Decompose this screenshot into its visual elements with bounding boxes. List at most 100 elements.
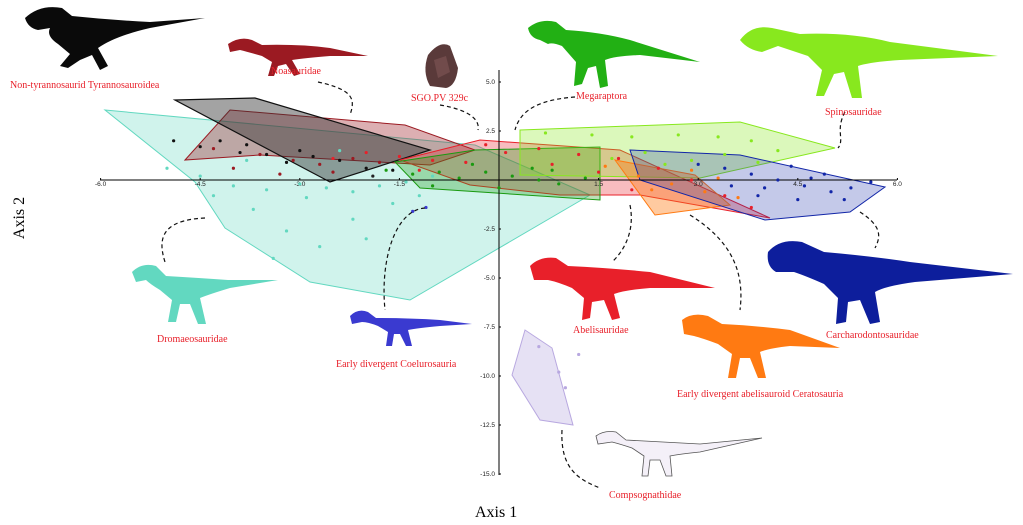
point-dromaeosauridae: [391, 201, 395, 206]
point-megaraptora: [510, 174, 514, 178]
label-abelisauroid: Early divergent abelisauroid Ceratosauri…: [677, 389, 844, 400]
label-megaraptora: Megaraptora: [576, 91, 628, 102]
point-noasauridae: [278, 172, 282, 176]
point-spinosauridae: [776, 149, 780, 153]
point-dromaeosauridae: [404, 180, 408, 184]
point-dromaeosauridae: [271, 256, 275, 260]
point-spinosauridae: [643, 150, 647, 155]
y-tick-label: 5.0: [486, 79, 495, 86]
point-early-divergent-abelisauroid-ceratosauria: [689, 168, 694, 172]
point-abelisauridae: [397, 154, 401, 159]
point-dromaeosauridae: [265, 188, 269, 192]
x-axis-title: Axis 1: [475, 504, 517, 521]
point-dromaeosauridae: [318, 245, 322, 249]
point-abelisauridae: [537, 147, 541, 151]
hull-megaraptora: [393, 146, 601, 201]
label-noasauridae: Noasauridae: [271, 66, 322, 77]
compsognathidae-silhouette: [595, 431, 763, 477]
point-abelisauridae: [431, 158, 435, 162]
point-carcharodontosauridae: [729, 184, 734, 188]
point-compsognathidae: [557, 370, 561, 374]
point-spinosauridae: [716, 135, 720, 139]
point-compsognathidae: [537, 345, 541, 349]
point-megaraptora: [431, 184, 435, 188]
point-megaraptora: [411, 172, 415, 176]
point-dromaeosauridae: [251, 207, 255, 211]
point-carcharodontosauridae: [802, 184, 807, 188]
point-non-tyrannosaurid-tyrannosauroidea: [311, 154, 315, 159]
point-early-divergent-abelisauroid-ceratosauria: [716, 176, 720, 180]
x-tick-label: 6.0: [893, 181, 902, 188]
point-layer: [165, 131, 873, 390]
point-dromaeosauridae: [351, 190, 355, 194]
point-dromaeosauridae: [245, 158, 249, 162]
point-megaraptora: [470, 162, 475, 166]
point-abelisauridae: [577, 152, 581, 157]
point-megaraptora: [557, 182, 561, 186]
point-dromaeosauridae: [211, 194, 216, 198]
point-noasauridae: [231, 166, 235, 170]
point-spinosauridae: [676, 133, 680, 137]
leader-carcharodontosauridae: [859, 211, 880, 249]
y-tick-label: -5.0: [484, 275, 496, 282]
sgo-specimen-image: [425, 44, 458, 88]
point-dromaeosauridae: [304, 196, 309, 200]
point-carcharodontosauridae: [829, 190, 833, 194]
megaraptora-silhouette: [528, 20, 700, 88]
point-abelisauridae: [484, 143, 488, 147]
point-noasauridae: [351, 156, 355, 161]
axes: [100, 70, 897, 475]
leader-noasauridae: [317, 81, 353, 116]
point-non-tyrannosaurid-tyrannosauroidea: [198, 145, 202, 149]
point-non-tyrannosaurid-tyrannosauroidea: [245, 143, 249, 147]
point-carcharodontosauridae: [789, 164, 793, 168]
point-dromaeosauridae: [324, 186, 328, 190]
point-abelisauridae: [749, 205, 753, 210]
x-tick-label: -6.0: [95, 181, 107, 188]
point-abelisauridae: [723, 194, 727, 198]
x-tick-label: 1.5: [594, 181, 603, 188]
y-axis-title: Axis 2: [11, 197, 28, 239]
point-early-divergent-abelisauroid-ceratosauria: [670, 182, 674, 186]
group-labels: Non-tyrannosaurid Tyrannosauroidea Noasa…: [10, 66, 919, 501]
point-carcharodontosauridae: [869, 180, 873, 184]
point-megaraptora: [550, 168, 554, 172]
point-non-tyrannosaurid-tyrannosauroidea: [338, 158, 342, 162]
x-tick-label: 4.5: [793, 181, 802, 188]
point-dromaeosauridae: [231, 184, 235, 188]
point-spinosauridae: [630, 135, 634, 139]
point-dromaeosauridae: [198, 174, 202, 178]
point-carcharodontosauridae: [696, 162, 700, 166]
leader-spinosauridae: [837, 111, 846, 149]
point-noasauridae: [331, 170, 335, 174]
x-tick-label: -1.5: [394, 181, 406, 188]
coelurosauria-silhouette: [350, 310, 472, 346]
point-non-tyrannosaurid-tyrannosauroidea: [298, 149, 302, 153]
point-spinosauridae: [610, 156, 614, 161]
point-abelisauridae: [550, 162, 554, 166]
label-tyrannosauroidea: Non-tyrannosaurid Tyrannosauroidea: [10, 80, 160, 91]
leader-dromaeosauridae: [161, 217, 206, 263]
point-abelisauridae: [504, 150, 508, 155]
point-noasauridae: [318, 162, 322, 166]
point-dromaeosauridae: [338, 149, 342, 153]
label-coelurosauria: Early divergent Coelurosauria: [336, 359, 457, 370]
point-spinosauridae: [689, 158, 694, 162]
point-megaraptora: [497, 186, 501, 190]
point-megaraptora: [384, 168, 388, 172]
point-noasauridae: [377, 160, 382, 164]
point-abelisauridae: [656, 166, 660, 170]
y-tick-label: -12.5: [480, 422, 495, 429]
label-carcharodontosauridae: Carcharodontosauridae: [826, 330, 919, 341]
point-abelisauridae: [364, 150, 368, 155]
y-tick-label: 2.5: [486, 128, 495, 135]
point-spinosauridae: [543, 131, 548, 135]
point-sgo-pv-329c: [371, 174, 375, 178]
point-megaraptora: [484, 170, 488, 174]
point-non-tyrannosaurid-tyrannosauroidea: [391, 168, 395, 172]
point-carcharodontosauridae: [796, 198, 800, 202]
point-carcharodontosauridae: [842, 198, 846, 202]
point-early-divergent-abelisauroid-ceratosauria: [650, 188, 654, 192]
point-carcharodontosauridae: [723, 166, 727, 170]
